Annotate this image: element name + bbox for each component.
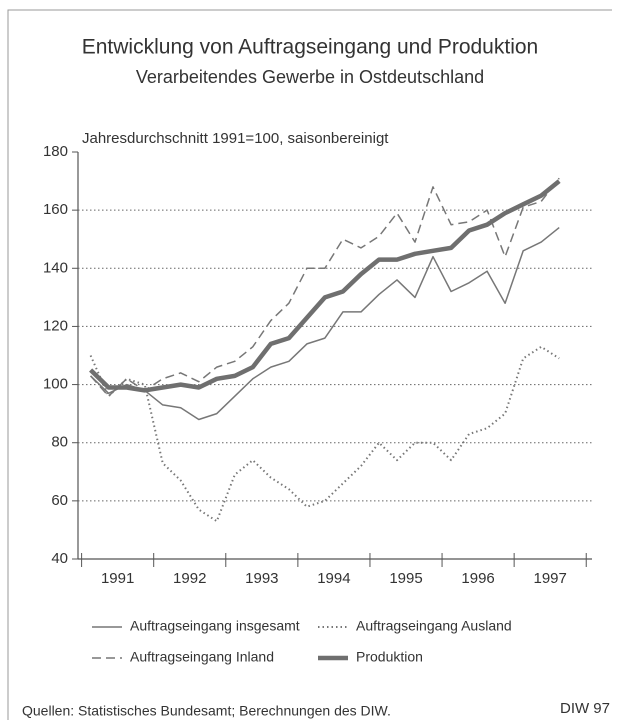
source: Quellen: Statistisches Bundesamt; Berech…: [22, 703, 391, 719]
x-tick-label: 1996: [461, 570, 494, 587]
y-tick-label: 160: [43, 201, 68, 218]
y-tick-label: 60: [51, 492, 68, 509]
line: [89, 345, 560, 523]
y-tick-label: 80: [51, 434, 68, 451]
y-tick-label: 140: [43, 259, 68, 276]
legend-label: Auftragseingang insgesamt: [130, 618, 300, 634]
line: [90, 227, 560, 421]
frame: [7, 9, 612, 720]
y-tick-label: 40: [51, 550, 68, 567]
x-tick-label: 1995: [389, 570, 422, 587]
x-tick-label: 1997: [534, 570, 567, 587]
x-tick-label: 1991: [101, 570, 134, 587]
y-tick-label: 100: [43, 376, 68, 393]
line: [89, 179, 561, 393]
legend-label: Auftragseingang Inland: [130, 649, 274, 665]
credit: DIW 97: [560, 700, 610, 717]
x-tick-label: 1994: [317, 570, 350, 587]
legend-label: Produktion: [356, 649, 423, 665]
y-tick-label: 120: [43, 317, 68, 334]
chart-subtitle: Verarbeitendes Gewerbe in Ostdeutschland: [136, 67, 484, 87]
line: [90, 177, 560, 397]
y-tick-label: 180: [43, 143, 68, 160]
legend-label: Auftragseingang Ausland: [356, 618, 512, 634]
x-tick-label: 1993: [245, 570, 278, 587]
axis-label: Jahresdurchschnitt 1991=100, saisonberei…: [82, 130, 389, 147]
x-tick-label: 1992: [173, 570, 206, 587]
chart-title: Entwicklung von Auftragseingang und Prod…: [82, 36, 538, 59]
